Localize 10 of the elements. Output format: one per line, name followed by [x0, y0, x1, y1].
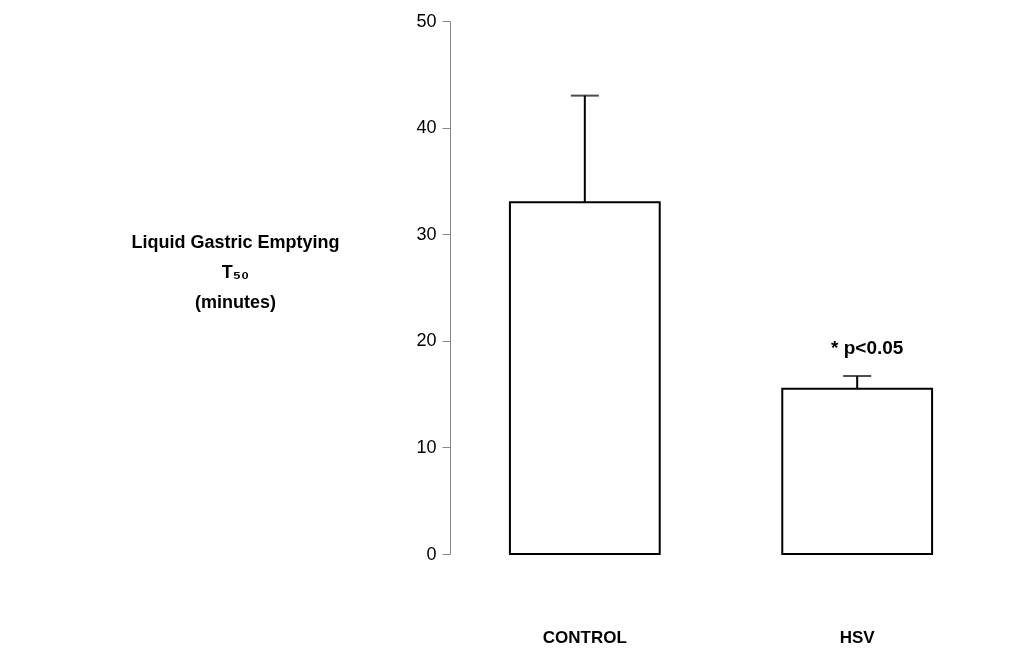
y-tick-label: 50	[416, 10, 437, 31]
y-tick-label: 0	[426, 543, 437, 564]
y-axis-title: Liquid Gastric Emptying T₅₀ (minutes)	[131, 231, 340, 312]
x-tick-label: CONTROL	[542, 627, 627, 647]
y-tick-label: 40	[416, 117, 437, 138]
y-tick-label: 30	[416, 223, 437, 244]
annotation: * p<0.05	[831, 336, 904, 358]
y-tick-label: 10	[416, 436, 437, 457]
y-tick-label: 20	[416, 330, 437, 351]
x-tick-label: HSV	[839, 627, 876, 647]
